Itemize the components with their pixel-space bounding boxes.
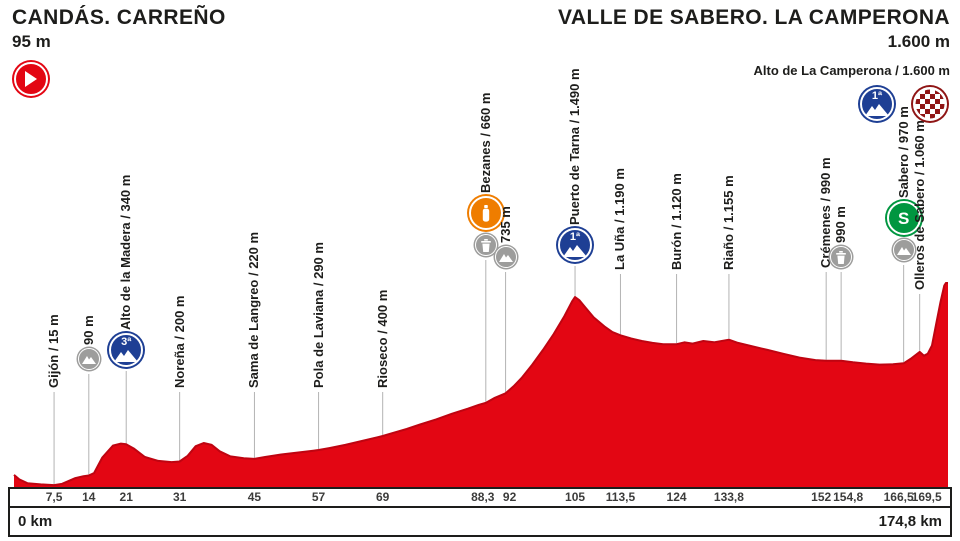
- axis-tick-label: 105: [565, 490, 586, 504]
- axis-tick-label: 31: [172, 490, 187, 504]
- bottle-glyph: [482, 204, 489, 222]
- trash-glyph: [480, 238, 491, 252]
- minor-summit-icon: [892, 239, 915, 261]
- axis-tick-label: 133,8: [713, 490, 744, 504]
- play-glyph: [25, 71, 37, 87]
- trash-glyph: [836, 250, 846, 264]
- waypoint-label: 735 m: [497, 206, 513, 243]
- axis-tick-label: 14: [82, 490, 96, 504]
- litter-zone-icon: [474, 234, 497, 256]
- climb-category-label: 1ª: [871, 90, 883, 102]
- axis-tick-label: 154,8: [833, 490, 864, 504]
- litter-zone-icon: [830, 246, 853, 268]
- axis-ticks-row: [10, 489, 950, 508]
- axis-tick-label: 152: [811, 490, 832, 504]
- waypoint-label: Rioseco / 400 m: [374, 289, 390, 388]
- mountain-glyph: [865, 104, 889, 116]
- waypoint-label: Sama de Langreo / 220 m: [246, 231, 262, 388]
- axis-tick-label: 124: [666, 490, 687, 504]
- sprint-letter: S: [897, 208, 910, 228]
- finish-header: VALLE DE SABERO. LA CAMPERONA 1.600 m Al…: [558, 6, 950, 78]
- axis-tick-label: 169,5: [911, 490, 942, 504]
- start-header: CANDÁS. CARREÑO 95 m: [12, 6, 226, 52]
- category-1-climb-icon: 1ª: [558, 228, 593, 262]
- waypoint-label: Sabero / 970 m: [895, 106, 911, 198]
- climb-category-label: 3ª: [121, 336, 132, 348]
- waypoint-label: La Uña / 1.190 m: [612, 168, 628, 270]
- minor-summit-icon: [77, 348, 100, 370]
- finish-elevation: 1.600 m: [887, 32, 950, 52]
- mountain-glyph: [563, 245, 588, 257]
- axis-tick-label: 45: [247, 490, 262, 504]
- category-3-climb-icon: 3ª: [109, 333, 144, 367]
- axis-tick-label: 69: [375, 490, 390, 504]
- waypoint-label: Burón / 1.120 m: [668, 173, 684, 270]
- axis-tick-label: 88,3: [471, 490, 495, 504]
- mountain-glyph: [114, 350, 139, 362]
- elevation-profile-area: [14, 283, 948, 487]
- waypoint-label: Olleros de Sabero / 1.060 m: [911, 120, 927, 290]
- axis-start-label: 0 km: [18, 513, 53, 530]
- climb-category-label: 1ª: [569, 231, 581, 243]
- mountain-glyph: [498, 253, 513, 262]
- elevation-profile-line: [13, 282, 948, 487]
- mountain-glyph: [81, 355, 96, 364]
- waypoint-label: Gijón / 15 m: [46, 314, 62, 388]
- waypoint-label: Bezanes / 660 m: [477, 92, 493, 193]
- waypoint-label: Pola de Laviana / 290 m: [310, 242, 326, 388]
- finish-location-name: VALLE DE SABERO. LA CAMPERONA: [558, 6, 950, 29]
- minor-summit-icon: [494, 246, 517, 268]
- axis-totals: 0 km 174,8 km: [10, 508, 950, 535]
- distance-axis: 0 km 174,8 km: [8, 487, 952, 537]
- axis-tick-label: 166,5: [883, 490, 914, 504]
- waypoint-label: Riaño / 1.155 m: [720, 175, 736, 270]
- mountain-glyph: [896, 246, 911, 255]
- finish-summit-note: Alto de La Camperona / 1.600 m: [753, 63, 950, 79]
- axis-end-label: 174,8 km: [878, 513, 942, 530]
- checkered-flag-glyph: [915, 89, 945, 119]
- category-1-climb-icon: 1ª: [860, 87, 894, 121]
- axis-tick-label: 7,5: [45, 490, 63, 504]
- waypoint-label: Puerto de Tarna / 1.490 m: [567, 68, 583, 225]
- waypoint-label: Alto de la Madera / 340 m: [118, 174, 134, 330]
- waypoint-label: 90 m: [80, 315, 96, 345]
- start-location-name: CANDÁS. CARREÑO: [12, 6, 226, 29]
- waypoint-label: Noreña / 200 m: [171, 295, 187, 389]
- axis-tick-label: 113,5: [605, 490, 636, 504]
- finish-flag-icon: [913, 87, 947, 121]
- axis-tick-label: 21: [119, 490, 133, 504]
- intermediate-sprint-icon: S: [886, 201, 921, 235]
- stage-start-icon: [14, 62, 48, 96]
- feed-zone-icon: [468, 196, 503, 230]
- waypoint-label: 990 m: [833, 206, 849, 243]
- start-elevation: 95 m: [12, 32, 51, 52]
- axis-tick-label: 92: [502, 490, 517, 504]
- axis-tick-label: 57: [311, 490, 326, 504]
